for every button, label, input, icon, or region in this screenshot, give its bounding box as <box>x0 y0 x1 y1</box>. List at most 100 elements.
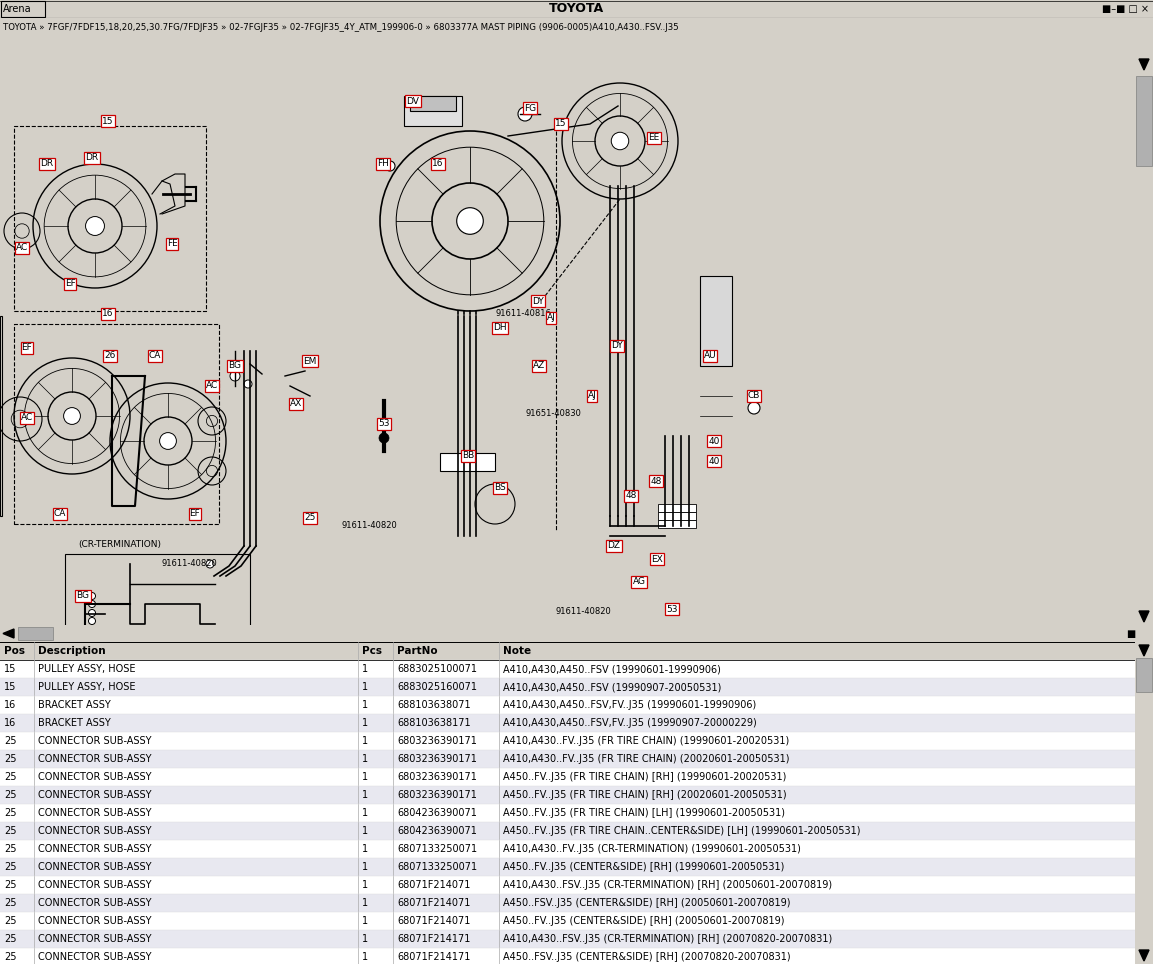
Bar <box>658 520 696 528</box>
Text: 91611-40816: 91611-40816 <box>496 309 552 318</box>
Circle shape <box>89 593 96 600</box>
Bar <box>0 894 1135 912</box>
Bar <box>0 822 1135 840</box>
Text: 1: 1 <box>362 863 368 872</box>
Text: CONNECTOR SUB-ASSY: CONNECTOR SUB-ASSY <box>38 880 151 891</box>
Text: 68071F214071: 68071F214071 <box>397 917 470 926</box>
Text: Pcs: Pcs <box>362 646 382 656</box>
Text: CONNECTOR SUB-ASSY: CONNECTOR SUB-ASSY <box>38 736 151 746</box>
Text: 1: 1 <box>362 772 368 783</box>
Polygon shape <box>1139 645 1150 656</box>
Bar <box>1 1 45 17</box>
Text: BG: BG <box>76 592 90 601</box>
Text: 1: 1 <box>362 701 368 710</box>
Text: 1: 1 <box>362 844 368 854</box>
Text: DV: DV <box>407 96 420 105</box>
Circle shape <box>385 161 395 171</box>
Bar <box>0 642 1135 660</box>
Text: BRACKET ASSY: BRACKET ASSY <box>38 718 111 729</box>
Text: AU: AU <box>703 352 716 361</box>
Text: 25: 25 <box>3 809 16 818</box>
Text: A410,A430..FV..J35 (CR-TERMINATION) (19990601-20050531): A410,A430..FV..J35 (CR-TERMINATION) (199… <box>503 844 801 854</box>
Text: 91611-40820: 91611-40820 <box>555 606 611 615</box>
Polygon shape <box>1139 611 1150 622</box>
Bar <box>0 714 1135 732</box>
Text: A450..FV..J35 (FR TIRE CHAIN..CENTER&SIDE) [LH] (19990601-20050531): A450..FV..J35 (FR TIRE CHAIN..CENTER&SID… <box>503 826 860 837</box>
Bar <box>0 732 1135 750</box>
Bar <box>658 504 696 512</box>
Bar <box>0 858 1135 876</box>
Text: 1: 1 <box>362 934 368 945</box>
Text: CONNECTOR SUB-ASSY: CONNECTOR SUB-ASSY <box>38 934 151 945</box>
Text: 25: 25 <box>140 650 151 658</box>
Text: 25: 25 <box>3 952 16 962</box>
Text: A410,A430,A450..FSV (19990907-20050531): A410,A430,A450..FSV (19990907-20050531) <box>503 683 722 692</box>
Text: CONNECTOR SUB-ASSY: CONNECTOR SUB-ASSY <box>38 826 151 837</box>
Text: 25: 25 <box>3 898 16 908</box>
Bar <box>404 96 462 126</box>
Text: ■: ■ <box>1126 629 1136 638</box>
Text: 91651-40830: 91651-40830 <box>526 409 582 417</box>
Text: 6803236390171: 6803236390171 <box>397 755 477 764</box>
Circle shape <box>63 408 81 424</box>
Text: TOYOTA » 7FGF/7FDF15,18,20,25,30.7FG/7FDJF35 » 02-7FGJF35 » 02-7FGJF35_4Y_ATM_19: TOYOTA » 7FGF/7FDF15,18,20,25,30.7FG/7FD… <box>3 22 679 32</box>
Text: EF: EF <box>189 510 201 519</box>
Bar <box>0 876 1135 894</box>
Text: 25: 25 <box>3 736 16 746</box>
Text: 25: 25 <box>3 934 16 945</box>
Text: Note: Note <box>503 646 532 656</box>
Text: A410,A430..FV..J35 (FR TIRE CHAIN) (20020601-20050531): A410,A430..FV..J35 (FR TIRE CHAIN) (2002… <box>503 755 790 764</box>
Text: FE: FE <box>167 239 178 249</box>
Text: DY: DY <box>533 297 544 306</box>
Text: 25: 25 <box>304 514 316 522</box>
Polygon shape <box>3 629 14 638</box>
Text: 25: 25 <box>3 790 16 800</box>
Text: AJ: AJ <box>588 391 596 400</box>
Text: 1: 1 <box>362 718 368 729</box>
Text: 68071F214071: 68071F214071 <box>397 880 470 891</box>
Circle shape <box>89 609 96 617</box>
Bar <box>0 768 1135 786</box>
Text: BRACKET ASSY: BRACKET ASSY <box>38 701 111 710</box>
Text: 15: 15 <box>3 683 16 692</box>
Text: AG: AG <box>633 577 646 586</box>
Text: EE: EE <box>648 133 660 143</box>
Text: A450..FSV..J35 (CENTER&SIDE) [RH] (20050601-20070819): A450..FSV..J35 (CENTER&SIDE) [RH] (20050… <box>503 898 791 908</box>
Text: 6807133250071: 6807133250071 <box>397 863 477 872</box>
Bar <box>0 750 1135 768</box>
Text: FG: FG <box>523 103 536 113</box>
Text: Arena: Arena <box>3 4 31 14</box>
Text: 688103638071: 688103638071 <box>397 701 470 710</box>
Text: 15: 15 <box>3 664 16 675</box>
Circle shape <box>85 217 105 235</box>
Text: 91611-40820: 91611-40820 <box>163 559 218 569</box>
Text: A450..FV..J35 (FR TIRE CHAIN) [RH] (19990601-20020531): A450..FV..J35 (FR TIRE CHAIN) [RH] (1999… <box>503 772 786 783</box>
Circle shape <box>169 650 178 658</box>
Text: 1: 1 <box>362 809 368 818</box>
Text: 6883025100071: 6883025100071 <box>397 664 477 675</box>
Text: 1: 1 <box>362 683 368 692</box>
Text: EX: EX <box>651 554 663 564</box>
Text: CONNECTOR SUB-ASSY: CONNECTOR SUB-ASSY <box>38 809 151 818</box>
Text: CA: CA <box>149 352 161 361</box>
Text: CONNECTOR SUB-ASSY: CONNECTOR SUB-ASSY <box>38 844 151 854</box>
Text: 25: 25 <box>3 755 16 764</box>
Text: PULLEY ASSY, HOSE: PULLEY ASSY, HOSE <box>38 683 136 692</box>
Circle shape <box>518 107 532 121</box>
Text: 1: 1 <box>362 736 368 746</box>
Text: A410,A430,A450..FSV (19990601-19990906): A410,A430,A450..FSV (19990601-19990906) <box>503 664 721 675</box>
Text: CONNECTOR SUB-ASSY: CONNECTOR SUB-ASSY <box>38 863 151 872</box>
Text: 1: 1 <box>362 917 368 926</box>
Text: 1: 1 <box>362 898 368 908</box>
Circle shape <box>89 601 96 607</box>
Bar <box>1136 658 1152 692</box>
Text: 6883025160071: 6883025160071 <box>397 683 477 692</box>
Bar <box>14 126 206 311</box>
Text: AX: AX <box>289 399 302 409</box>
Text: A410,A430..FV..J35 (FR TIRE CHAIN) (19990601-20020531): A410,A430..FV..J35 (FR TIRE CHAIN) (1999… <box>503 736 790 746</box>
Text: TOYOTA: TOYOTA <box>549 3 604 15</box>
Circle shape <box>206 560 214 568</box>
Text: CONNECTOR SUB-ASSY: CONNECTOR SUB-ASSY <box>38 790 151 800</box>
Text: (CR-TERMINATION): (CR-TERMINATION) <box>78 540 161 549</box>
Text: A410,A430..FSV..J35 (CR-TERMINATION) [RH] (20070820-20070831): A410,A430..FSV..J35 (CR-TERMINATION) [RH… <box>503 934 832 945</box>
